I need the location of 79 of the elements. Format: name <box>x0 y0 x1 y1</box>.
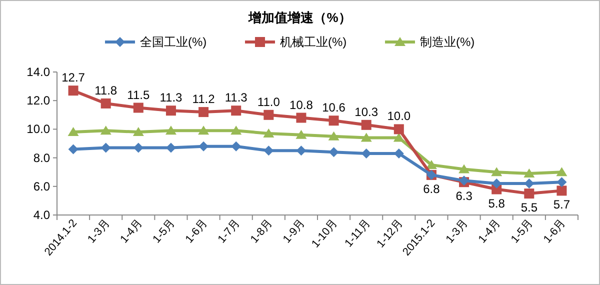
data-label: 6.8 <box>423 182 440 196</box>
point <box>458 164 470 174</box>
y-tick-label: 10.0 <box>26 122 50 136</box>
legend-label: 全国工业(%) <box>140 35 207 49</box>
point <box>132 127 144 136</box>
data-label: 10.3 <box>354 104 378 119</box>
point <box>100 142 111 153</box>
point <box>394 124 404 134</box>
point <box>491 167 502 176</box>
point <box>198 141 209 152</box>
point <box>231 106 242 116</box>
point <box>166 106 176 116</box>
legend-label: 制造业(%) <box>420 35 475 49</box>
data-label: 12.7 <box>62 70 86 85</box>
data-label: 10.0 <box>387 109 411 124</box>
y-tick-label: 6.0 <box>33 179 50 194</box>
point <box>100 98 111 108</box>
x-tick-label: 1-7月 <box>216 217 242 246</box>
point <box>524 178 534 189</box>
data-label: 11.5 <box>127 88 150 102</box>
y-tick-label: 4.0 <box>33 208 50 222</box>
data-label: 10.8 <box>290 98 314 112</box>
point <box>328 147 339 158</box>
point <box>230 126 242 135</box>
point <box>133 102 144 113</box>
point <box>198 107 209 118</box>
point <box>296 146 306 156</box>
data-label: 11.0 <box>257 94 280 109</box>
x-tick-label: 1-5月 <box>150 217 178 246</box>
point <box>100 126 112 135</box>
x-tick-label: 1-4月 <box>118 217 145 246</box>
point <box>328 131 340 140</box>
point <box>165 126 176 135</box>
x-tick-label: 1-6月 <box>542 217 568 246</box>
data-label: 11.3 <box>224 90 248 105</box>
data-label: 5.8 <box>488 196 506 210</box>
point <box>68 127 79 136</box>
x-tick-label: 1-5月 <box>508 217 536 246</box>
data-label: 11.3 <box>160 90 183 105</box>
y-tick-label: 14.0 <box>26 65 50 79</box>
data-label: 6.3 <box>456 189 473 204</box>
x-tick-label: 1-6月 <box>183 217 210 246</box>
point <box>296 112 306 123</box>
point <box>166 142 176 153</box>
point <box>264 110 274 120</box>
point <box>361 148 372 159</box>
point <box>263 128 274 138</box>
point <box>556 177 567 188</box>
point <box>198 126 210 135</box>
x-tick-label: 1-11月 <box>342 217 373 250</box>
point <box>231 141 242 152</box>
legend-label: 机械工业(%) <box>280 35 347 49</box>
point <box>133 142 144 153</box>
point <box>360 132 372 142</box>
point <box>556 167 568 176</box>
point <box>524 188 534 199</box>
point <box>68 144 78 154</box>
point <box>264 146 274 156</box>
x-tick-label: 1-3月 <box>86 217 112 246</box>
x-tick-label: 1-8月 <box>248 217 275 246</box>
point <box>393 132 404 142</box>
point <box>524 168 535 178</box>
data-label: 5.5 <box>520 200 538 215</box>
point <box>328 116 339 126</box>
point <box>426 160 437 169</box>
data-label: 10.6 <box>322 100 346 115</box>
data-label: 5.7 <box>553 198 570 212</box>
chart-title: 增加值增速（%） <box>248 10 352 25</box>
x-tick-label: 1-9月 <box>281 217 308 246</box>
x-tick-label: 1-4月 <box>476 217 503 246</box>
point <box>361 120 372 130</box>
point <box>296 130 307 139</box>
point <box>68 86 78 96</box>
data-label: 11.8 <box>94 83 118 98</box>
y-tick-label: 8.0 <box>33 150 50 165</box>
y-tick-label: 12.0 <box>26 94 50 108</box>
x-tick-label: 1-3月 <box>444 217 470 246</box>
data-label: 11.2 <box>192 92 216 106</box>
point <box>556 186 567 196</box>
